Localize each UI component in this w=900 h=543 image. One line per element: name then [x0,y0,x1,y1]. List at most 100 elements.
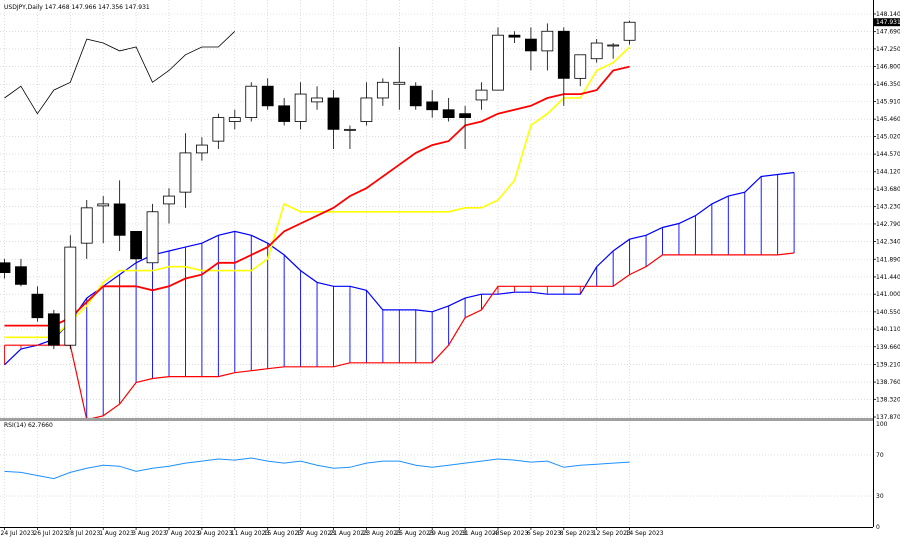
date-label: 12 Sep 2023 [593,530,631,537]
candle-body [113,203,126,236]
date-label: 31 Aug 2023 [461,530,500,537]
senkou-span-b [4,252,795,421]
candle-body [590,42,603,60]
candle-body [557,30,570,79]
indicator-lines [4,31,631,339]
candle [212,113,225,149]
candle [525,27,537,71]
price-tick-label: 145.460 [876,116,900,123]
date-label: 8 Sep 2023 [560,530,594,537]
rsi-tick-label: 0 [876,524,880,531]
current-price-label: 147.931 [876,19,900,26]
date-label: 6 Sep 2023 [527,530,561,537]
date-label: 14 Sep 2023 [626,530,664,537]
price-tick-label: 147.250 [876,46,900,53]
candle-body [607,44,620,47]
date-label: 28 Jul 2023 [66,530,100,537]
rsi-tick-label: 30 [876,493,884,500]
candle [344,125,356,149]
price-tick-label: 142.790 [876,221,900,228]
price-tick-label: 144.570 [876,151,900,158]
candle-body [393,81,406,85]
current-price-box [874,18,900,27]
price-tick-label: 138.760 [876,379,900,386]
candle [195,137,208,161]
candle-body [459,113,472,118]
candle-body [541,30,554,52]
candle [426,90,439,118]
candle-body [195,144,208,154]
candles [0,20,636,350]
candle [574,54,587,87]
candle [15,258,27,287]
candle-body [212,117,225,142]
price-tick-label: 146.350 [876,81,900,88]
date-label: 21 Aug 2023 [330,530,369,537]
price-tick-label: 143.680 [876,186,900,193]
candle [557,27,570,106]
candle-body [376,81,389,99]
candle-body [179,152,192,193]
price-tick-label: 137.870 [876,414,900,421]
candle-body [344,128,356,131]
chikou-span [4,31,236,115]
candle [146,203,159,264]
candle [97,196,110,244]
candle-body [146,211,159,264]
date-label: 7 Aug 2023 [165,530,200,537]
candle [492,27,504,91]
candle-body [163,195,175,205]
candle-body [409,85,422,107]
rsi-tick-label: 100 [876,421,888,428]
panel-separator [0,418,873,421]
candle [278,97,291,126]
price-tick-label: 143.230 [876,204,900,211]
candle-body [475,89,488,101]
candle [360,82,373,126]
date-label: 4 Sep 2023 [494,530,528,537]
date-label: 26 Jul 2023 [33,530,67,537]
price-tick-label: 139.660 [876,344,900,351]
candle-body [228,117,241,122]
candle-body [492,34,504,91]
date-label: 9 Aug 2023 [198,530,233,537]
candle-body [47,313,60,346]
candle-body [278,105,291,122]
candle-body [245,85,258,118]
kijun-sen [4,65,630,327]
rsi-tick-label: 70 [876,452,884,459]
candle [130,230,143,263]
candle [163,188,175,224]
candle-body [623,21,636,41]
price-tick-label: 138.320 [876,396,900,403]
date-label: 1 Aug 2023 [99,530,134,537]
candle-body [80,207,93,244]
candle-body [360,97,373,122]
rsi-header: RSI(14) 62.7660 [4,422,53,429]
candle [31,286,44,322]
candle [294,82,307,130]
candle [179,133,192,208]
candle [64,235,77,350]
candle-body [0,262,11,273]
candle-body [525,38,537,52]
candle [409,82,422,110]
candle-body [574,54,587,79]
candle [261,78,274,110]
candle-body [261,85,274,107]
date-label: 17 Aug 2023 [297,530,336,537]
candle [245,82,258,122]
candle [47,309,60,350]
candle [607,43,620,59]
rsi-panel: 100 70 30 0 [0,421,888,531]
candle-body [130,230,143,260]
price-tick-label: 147.690 [876,29,900,36]
date-label: 23 Aug 2023 [362,530,401,537]
rsi-line [4,457,630,480]
candle [541,23,554,71]
price-tick-label: 141.440 [876,274,900,281]
date-label: 25 Aug 2023 [395,530,434,537]
candle [113,180,126,252]
